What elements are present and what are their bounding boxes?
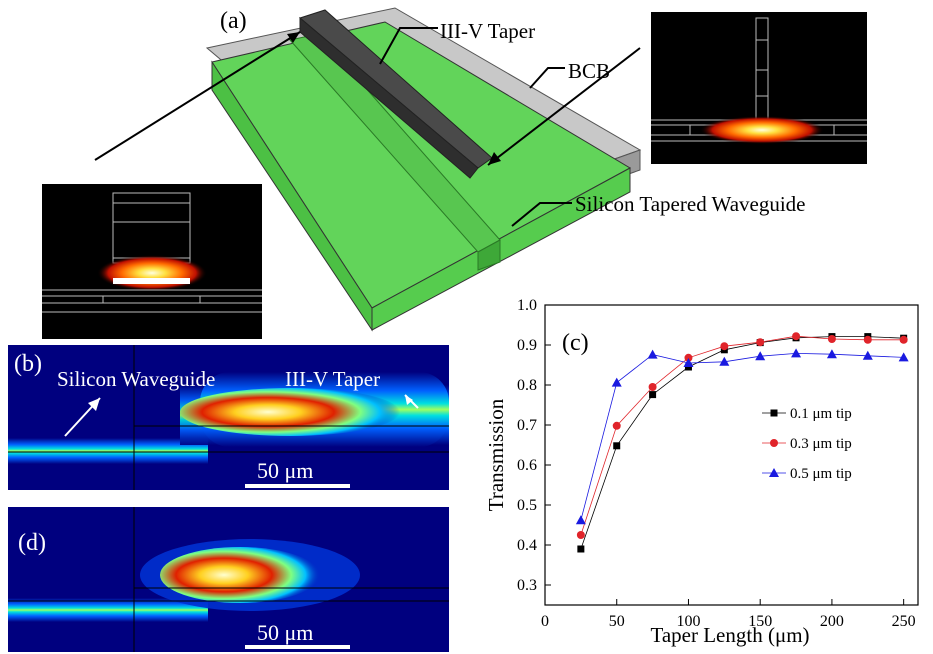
legend-marker [769,468,779,477]
y-tick-label: 0.6 [517,457,537,474]
data-point [684,353,693,362]
silicon-waveguide-label: Silicon Waveguide [57,367,215,391]
data-point [899,335,908,344]
plot-frame [544,304,919,606]
panel-a: (a) III-V Taper BCB Silicon Tapered Wave… [42,7,867,339]
arrowhead-out [488,152,501,165]
data-point [755,351,766,361]
data-point [862,350,873,360]
si-wg-label: Silicon Tapered Waveguide [575,192,806,216]
data-point [898,352,909,362]
series-line [580,336,904,550]
y-tick-label: 0.3 [517,577,537,594]
x-tick-label: 100 [676,613,700,630]
x-tick-label: 0 [541,613,549,630]
taper-callout [379,27,438,65]
output-mode-inset [651,12,867,164]
y-tick-label: 0.9 [517,337,537,354]
panel-c-label: (c) [562,330,589,356]
data-point [826,349,837,359]
legend-label: 0.3 μm tip [790,436,852,452]
data-point [719,356,730,366]
x-axis-title: Taper Length (μm) [650,623,809,647]
scalebar-b [245,484,350,488]
data-point [863,335,872,344]
data-point [827,335,836,343]
arrowhead-in [287,32,300,43]
data-point [647,349,658,359]
data-point [648,383,657,391]
legend-marker [770,409,778,417]
data-point [611,377,622,387]
iii-v-taper-side [299,16,479,179]
input-mode-inset [42,184,262,339]
x-tick-label: 150 [748,613,772,630]
panel-b-label: (b) [14,351,42,377]
taper-label: III-V Taper [440,19,535,43]
data-point [612,421,621,430]
output-arrow-line [487,47,641,166]
series-line [580,352,904,521]
x-tick-label: 250 [892,613,916,630]
panel-b: (b) Silicon Waveguide III-V Taper 50 μm [8,345,449,490]
y-tick-label: 0.4 [517,537,537,554]
data-point [575,515,586,525]
transmission-chart: (c) Taper Length (μm) Transmission 0 50 10… [484,297,919,647]
data-point [720,342,729,351]
series-line [580,335,904,536]
panel-a-label: (a) [220,8,247,34]
y-tick-label: 0.8 [517,377,537,394]
bcb-callout [529,67,565,89]
data-point [649,391,657,399]
x-tick-label: 200 [820,613,844,630]
panel-d: (d) 50 μm [8,507,449,652]
scalebar-b-label: 50 μm [257,458,313,483]
silicon-waveguide-side [477,239,501,271]
y-axis-title: Transmission [484,398,508,511]
wg-callout [511,202,572,227]
panel-d-label: (d) [18,530,46,556]
data-point [791,348,802,358]
bcb-label: BCB [568,59,610,83]
scalebar-d-label: 50 μm [257,620,313,645]
data-point [792,332,801,341]
y-tick-label: 0.5 [517,497,537,514]
y-tick-label: 1.0 [517,297,537,314]
iii-v-taper-label-b: III-V Taper [285,367,380,391]
legend-label: 0.5 μm tip [790,466,852,482]
data-point [613,442,621,450]
substrate-right [371,167,631,331]
data-point [683,358,694,367]
y-tick-label: 0.7 [517,417,537,434]
input-arrow-line [94,31,301,161]
legend-marker [770,439,778,447]
x-tick-label: 50 [609,613,625,630]
data-point [577,545,585,553]
data-point [756,338,765,347]
legend-label: 0.1 μm tip [790,406,852,422]
data-point [576,531,585,539]
scalebar-d [245,645,350,649]
